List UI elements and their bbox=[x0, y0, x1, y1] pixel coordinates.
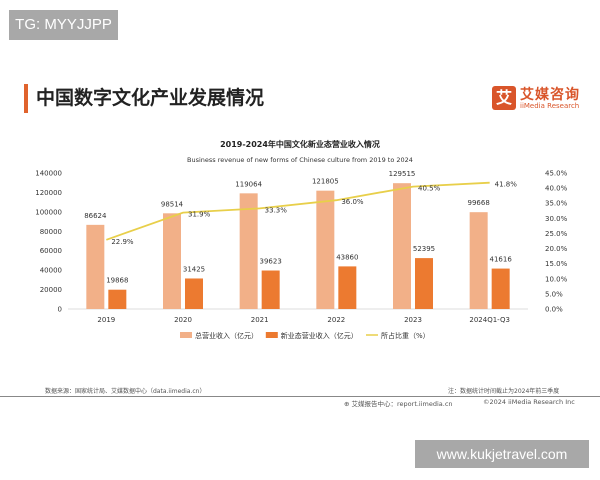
data-label-new: 19868 bbox=[106, 277, 128, 285]
data-label-total: 129515 bbox=[389, 170, 416, 178]
logo-en: iiMedia Research bbox=[520, 102, 580, 110]
x-tick-label: 2019 bbox=[97, 316, 115, 324]
y2-tick-label: 45.0% bbox=[545, 170, 568, 178]
globe-icon: ⊕ bbox=[344, 400, 352, 408]
bar-total bbox=[393, 183, 411, 309]
logo-cn: 艾媒咨询 bbox=[520, 87, 580, 103]
y-tick-label: 120000 bbox=[35, 189, 62, 197]
y2-tick-label: 10.0% bbox=[545, 275, 568, 283]
watermark-top: TG: MYYJJPP bbox=[9, 10, 118, 40]
x-tick-label: 2021 bbox=[251, 316, 269, 324]
logo-icon: 艾 bbox=[492, 86, 516, 110]
y-tick-label: 20000 bbox=[40, 286, 62, 294]
data-label-ratio: 40.5% bbox=[418, 185, 441, 193]
legend-swatch bbox=[265, 332, 278, 338]
bar-total bbox=[316, 190, 335, 309]
y2-tick-label: 25.0% bbox=[545, 230, 568, 238]
bar-total bbox=[163, 213, 181, 309]
logo: 艾 艾媒咨询 iiMedia Research bbox=[492, 84, 592, 114]
bar-new bbox=[261, 270, 280, 309]
chart-title: 2019-2024年中国文化新业态营业收入情况 bbox=[220, 139, 380, 149]
bar-total bbox=[86, 224, 105, 309]
bar-new bbox=[185, 278, 203, 309]
data-label-ratio: 36.0% bbox=[341, 198, 364, 206]
report-center: ⊕ 艾媒报告中心：report.iimedia.cn bbox=[344, 398, 453, 408]
data-label-total: 99668 bbox=[468, 199, 490, 207]
y2-tick-label: 0.0% bbox=[545, 306, 563, 314]
chart-subtitle: Business revenue of new forms of Chinese… bbox=[187, 156, 413, 164]
y-tick-label: 40000 bbox=[40, 267, 62, 275]
y-tick-label: 0 bbox=[58, 306, 62, 314]
bar-new bbox=[338, 266, 357, 309]
data-label-total: 98514 bbox=[161, 200, 184, 208]
y2-tick-label: 40.0% bbox=[545, 185, 568, 193]
data-label-new: 41616 bbox=[490, 256, 513, 264]
data-label-total: 86624 bbox=[84, 212, 107, 220]
watermark-bottom: www.kukjetravel.com bbox=[415, 440, 589, 468]
page-title: 中国数字文化产业发展情况 bbox=[36, 87, 265, 109]
y2-tick-label: 5.0% bbox=[545, 290, 563, 298]
ratio-line bbox=[106, 181, 490, 241]
data-label-ratio: 31.9% bbox=[188, 211, 211, 219]
data-label-ratio: 33.3% bbox=[265, 206, 288, 214]
y-tick-label: 60000 bbox=[40, 247, 62, 255]
x-tick-label: 2022 bbox=[327, 316, 345, 324]
legend-label: 总营业收入（亿元） bbox=[195, 331, 258, 340]
bar-new bbox=[415, 258, 433, 309]
x-tick-label: 2023 bbox=[404, 316, 422, 324]
y-tick-label: 140000 bbox=[35, 170, 62, 178]
x-tick-label: 2024Q1-Q3 bbox=[469, 316, 510, 324]
y-tick-label: 100000 bbox=[35, 208, 62, 216]
data-label-new: 39623 bbox=[260, 258, 282, 266]
data-label-total: 119064 bbox=[235, 180, 262, 188]
y2-tick-label: 35.0% bbox=[545, 200, 568, 208]
bar-total bbox=[469, 212, 488, 309]
x-tick-label: 2020 bbox=[174, 316, 192, 324]
chart: 2019-2024年中国文化新业态营业收入情况 Business revenue… bbox=[35, 139, 568, 340]
data-label-total: 121805 bbox=[312, 178, 339, 186]
data-label-ratio: 41.8% bbox=[495, 181, 518, 189]
legend-swatch bbox=[180, 332, 192, 338]
data-note: 注：数据统计时间截止为2024年前三季度 bbox=[448, 388, 560, 395]
source-note: 数据来源：国家统计局、艾媒数据中心（data.iimedia.cn） bbox=[45, 388, 206, 395]
bar-new bbox=[491, 268, 510, 309]
y-tick-label: 80000 bbox=[40, 228, 62, 236]
bar-new bbox=[108, 289, 127, 309]
legend-label: 所占比重（%） bbox=[381, 331, 430, 340]
y2-tick-label: 30.0% bbox=[545, 215, 568, 223]
data-label-new: 52395 bbox=[413, 245, 435, 253]
title-accent-bar bbox=[24, 84, 28, 113]
footer-divider bbox=[0, 396, 600, 397]
legend-label: 新业态营业收入（亿元） bbox=[281, 331, 358, 340]
y2-tick-label: 15.0% bbox=[545, 260, 568, 268]
y2-tick-label: 20.0% bbox=[545, 245, 568, 253]
data-label-new: 31425 bbox=[183, 265, 205, 273]
report-link[interactable]: 艾媒报告中心：report.iimedia.cn bbox=[351, 400, 453, 408]
copyright: ©2024 iiMedia Research Inc bbox=[483, 398, 575, 406]
bar-total bbox=[239, 193, 258, 309]
data-label-ratio: 22.9% bbox=[111, 238, 134, 246]
data-label-new: 43860 bbox=[336, 253, 358, 261]
